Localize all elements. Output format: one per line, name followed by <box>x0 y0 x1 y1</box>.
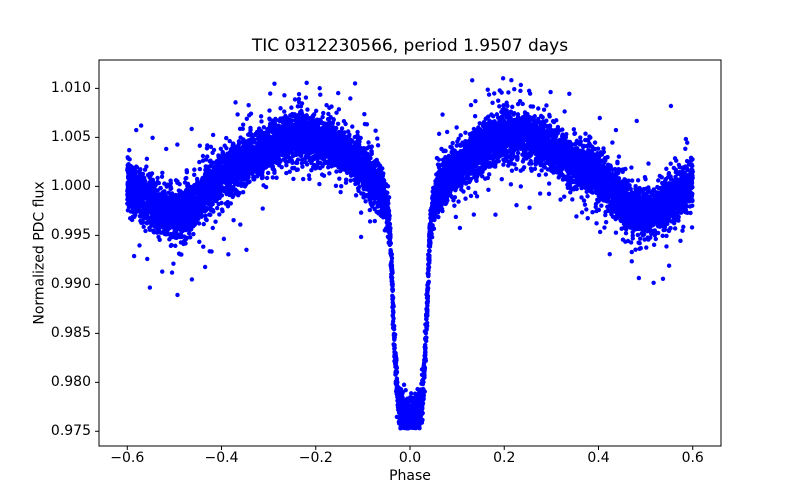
y-tick-label: 1.005 <box>50 129 91 146</box>
y-tick-label: 0.995 <box>50 227 91 244</box>
x-axis-label: Phase <box>389 468 431 484</box>
x-tick-label: −0.6 <box>110 450 145 466</box>
x-tick-label: −0.2 <box>298 450 333 466</box>
x-tick-label: 0.4 <box>587 450 610 466</box>
y-tick-label: 0.975 <box>50 423 91 440</box>
y-tick-label: 0.980 <box>50 374 91 391</box>
x-tick-label: 0.0 <box>398 450 422 466</box>
chart-title: TIC 0312230566, period 1.9507 days <box>251 36 569 56</box>
y-tick-label: 1.010 <box>50 80 91 97</box>
x-tick-label: 0.2 <box>493 450 516 466</box>
y-tick-label: 1.000 <box>50 178 91 195</box>
x-tick-label: 0.6 <box>681 450 704 466</box>
y-tick-label: 0.985 <box>50 325 91 342</box>
x-tick-label: −0.4 <box>204 450 239 466</box>
y-axis-label: Normalized PDC flux <box>31 181 48 325</box>
y-tick-label: 0.990 <box>50 276 91 293</box>
